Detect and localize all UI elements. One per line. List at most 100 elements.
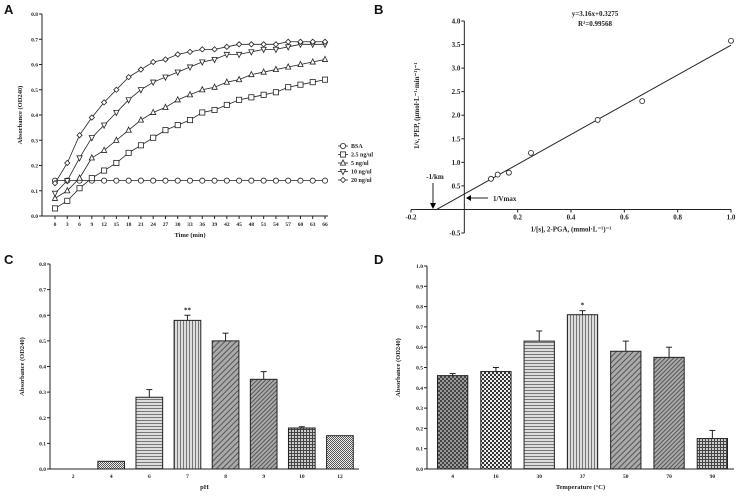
- significance-marker: **: [184, 306, 192, 314]
- y-tick-label: 3.5: [452, 41, 461, 49]
- series-10-ng-ul: [51, 41, 329, 198]
- vmax-annotation: 1/Vmax: [493, 195, 517, 203]
- marker-diamond: [199, 46, 206, 53]
- y-tick-label: 0.5: [416, 366, 423, 372]
- marker-circle: [321, 177, 328, 184]
- y-tick-label: 0.0: [39, 467, 46, 473]
- marker-diamond: [321, 38, 329, 45]
- x-tick-label: 3: [66, 222, 69, 228]
- x-tick-label: 70: [666, 474, 672, 480]
- marker-square: [150, 134, 157, 141]
- x-tick-label: 8: [224, 474, 227, 480]
- chart-b: -0.5 0.5 1.0 1.5 2.0 2.5 3.0 3.5 4.0 -0.2 0.2 0.4 0.…: [405, 10, 735, 238]
- x-tick-label: 42: [224, 222, 230, 228]
- x-tick-label: 24: [150, 222, 156, 228]
- x-tick-label: 12: [337, 474, 343, 480]
- marker-triangle-up: [248, 70, 255, 78]
- series-line: [54, 79, 326, 209]
- x-axis-label: Temperature (°C): [556, 484, 605, 491]
- marker-square: [297, 81, 304, 88]
- x-tick-label: 6: [148, 474, 151, 480]
- x-tick-label: 0.2: [513, 213, 522, 221]
- marker-triangle-up: [100, 146, 108, 153]
- bar: [287, 427, 316, 470]
- marker-circle: [272, 177, 279, 184]
- marker-diamond: [272, 41, 280, 48]
- marker-triangle-down: [248, 49, 255, 56]
- y-tick-label: 1.0: [416, 264, 423, 270]
- marker-diamond: [51, 180, 59, 187]
- y-tick-label: 0.8: [416, 305, 423, 311]
- bar: [211, 340, 240, 470]
- y-tick-label: -0.5: [449, 230, 461, 238]
- y-tick-label: 0.7: [39, 288, 46, 294]
- y-tick-label: 0.1: [31, 189, 38, 195]
- x-tick-label: 36: [200, 222, 206, 228]
- marker-diamond: [223, 43, 230, 50]
- y-tick-label: 0.6: [39, 313, 46, 319]
- y-tick-label: 0.1: [416, 447, 423, 453]
- y-tick-label: 0.2: [39, 416, 46, 422]
- marker-square: [101, 167, 108, 174]
- x-tick-label: 1.0: [727, 213, 736, 221]
- y-tick-label: 0.3: [31, 138, 38, 144]
- marker-triangle-up: [149, 108, 157, 115]
- marker-diamond: [150, 58, 157, 66]
- y-tick-label: 0.1: [39, 441, 46, 447]
- marker-circle: [113, 177, 120, 184]
- legend-label: 5 ng/ul: [351, 161, 369, 167]
- marker-triangle-down: [174, 69, 181, 77]
- km-annotation: -1/km: [426, 173, 444, 181]
- marker-triangle-down: [76, 155, 83, 162]
- marker-circle: [248, 177, 255, 184]
- x-tick-label: -0.2: [405, 213, 417, 221]
- marker-circle: [162, 177, 169, 184]
- marker-square: [52, 205, 59, 212]
- marker-diamond: [64, 159, 71, 167]
- marker-triangle-up: [113, 136, 120, 143]
- marker-square: [236, 96, 243, 103]
- panel-label-d: D: [374, 252, 383, 267]
- x-tick-label: 7: [186, 474, 189, 480]
- chart-d: 0.0 0.1 0.2 0.3 0.4 0.5 0.6 0.7 0.8 0.9 1.0 4 16 30 * 3…: [395, 264, 734, 491]
- marker-circle: [211, 177, 218, 184]
- marker-diamond: [297, 38, 304, 45]
- marker-triangle-up: [186, 90, 194, 98]
- marker-diamond: [339, 176, 347, 184]
- marker-triangle-down: [51, 190, 59, 198]
- marker-triangle-up: [297, 60, 304, 67]
- x-tick-label: 90: [710, 474, 716, 480]
- marker-triangle-up: [64, 186, 71, 194]
- marker-triangle-down: [137, 87, 145, 94]
- marker-triangle-up: [88, 153, 96, 161]
- y-tick-label: 0.8: [31, 12, 38, 18]
- y-tick-label: 0.5: [452, 182, 461, 190]
- marker-triangle-up: [125, 126, 132, 133]
- y-tick-label: 1.0: [452, 159, 461, 167]
- y-tick-label: 0.7: [416, 325, 423, 331]
- legend-label: 20 ng/ul: [351, 178, 372, 184]
- legend-label: 2.5 ng/ul: [351, 153, 373, 159]
- y-tick-label: 3.0: [452, 65, 461, 73]
- marker-diamond: [260, 41, 267, 48]
- marker-circle: [339, 142, 346, 149]
- marker-square: [88, 175, 95, 182]
- marker-square: [162, 127, 169, 134]
- x-tick-label: 2: [72, 474, 75, 480]
- x-tick-label: 27: [163, 222, 169, 228]
- marker-square: [321, 76, 328, 83]
- fit-equation: y=3.16x+0.3275: [572, 10, 619, 18]
- marker-triangle-up: [339, 159, 347, 166]
- chart-a: 0.00.10.20.30.40.50.60.70.80 3 6 9 12 15 18 21 2…: [17, 12, 373, 239]
- marker-triangle-up: [76, 174, 83, 181]
- marker-diamond: [309, 38, 316, 45]
- bar: [610, 350, 642, 470]
- y-tick-label: 0.8: [39, 262, 46, 268]
- x-tick-label: 4: [110, 474, 113, 480]
- panel-label-a: A: [4, 2, 14, 17]
- y-tick-label: 0.5: [39, 339, 46, 345]
- marker-triangle-up: [272, 65, 280, 73]
- y-tick-label: 0.2: [416, 426, 423, 432]
- marker-triangle-up: [321, 55, 329, 62]
- marker-circle: [125, 177, 132, 184]
